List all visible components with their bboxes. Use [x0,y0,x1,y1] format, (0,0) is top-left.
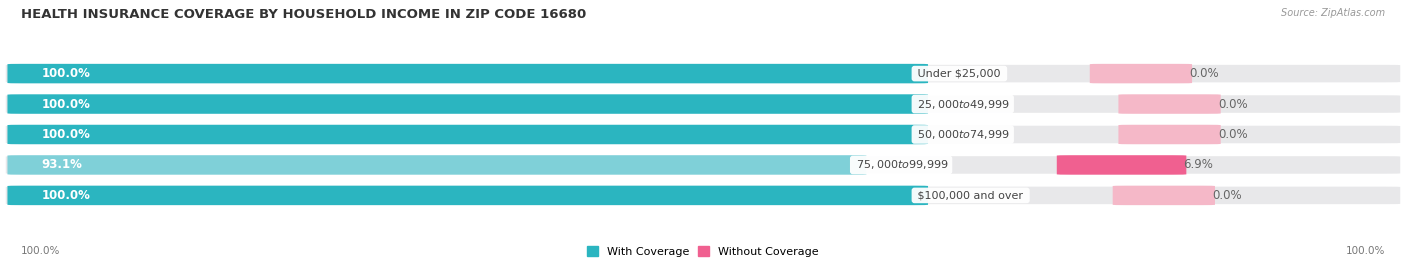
FancyBboxPatch shape [1118,125,1220,144]
FancyBboxPatch shape [7,186,928,205]
Text: $75,000 to $99,999: $75,000 to $99,999 [853,158,949,171]
Text: 0.0%: 0.0% [1212,189,1241,202]
FancyBboxPatch shape [1112,186,1215,205]
Text: 100.0%: 100.0% [21,246,60,256]
FancyBboxPatch shape [4,125,1402,144]
Text: 100.0%: 100.0% [42,189,90,202]
Text: 100.0%: 100.0% [1346,246,1385,256]
Text: $100,000 and over: $100,000 and over [914,190,1026,200]
Text: 6.9%: 6.9% [1184,158,1213,171]
FancyBboxPatch shape [1090,64,1192,83]
FancyBboxPatch shape [4,155,1402,175]
Text: Under $25,000: Under $25,000 [914,69,1004,79]
FancyBboxPatch shape [7,155,866,175]
FancyBboxPatch shape [4,94,1402,114]
Text: $25,000 to $49,999: $25,000 to $49,999 [914,98,1011,111]
FancyBboxPatch shape [4,186,1402,205]
Text: 93.1%: 93.1% [42,158,83,171]
FancyBboxPatch shape [4,64,1402,83]
FancyBboxPatch shape [1118,94,1220,114]
FancyBboxPatch shape [7,94,928,114]
Text: 100.0%: 100.0% [42,98,90,111]
Text: 100.0%: 100.0% [42,67,90,80]
FancyBboxPatch shape [7,64,928,83]
Text: 100.0%: 100.0% [42,128,90,141]
FancyBboxPatch shape [7,125,928,144]
Text: Source: ZipAtlas.com: Source: ZipAtlas.com [1281,8,1385,18]
FancyBboxPatch shape [1057,155,1187,175]
Text: 0.0%: 0.0% [1218,128,1247,141]
Text: 0.0%: 0.0% [1189,67,1219,80]
Text: $50,000 to $74,999: $50,000 to $74,999 [914,128,1011,141]
Text: 0.0%: 0.0% [1218,98,1247,111]
Legend: With Coverage, Without Coverage: With Coverage, Without Coverage [582,242,824,261]
Text: HEALTH INSURANCE COVERAGE BY HOUSEHOLD INCOME IN ZIP CODE 16680: HEALTH INSURANCE COVERAGE BY HOUSEHOLD I… [21,8,586,21]
